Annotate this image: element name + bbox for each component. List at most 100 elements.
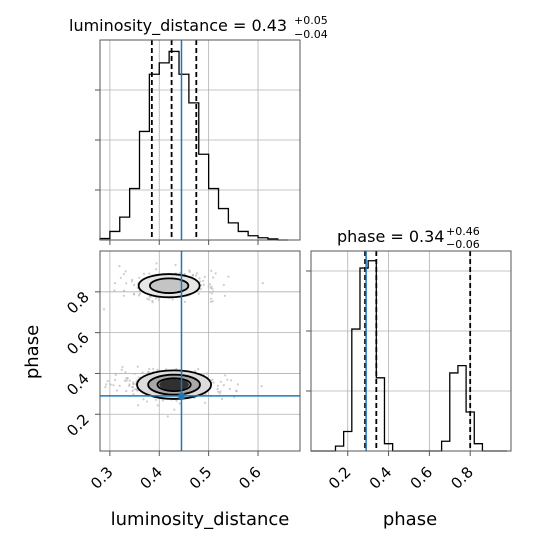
sample-point [123,379,127,382]
sample-point [156,404,159,407]
sample-point [148,298,151,301]
density-layer [102,262,264,418]
sample-point [210,269,213,272]
sample-point [216,387,219,391]
histogram-steps [311,260,507,452]
sample-point [224,374,227,377]
sample-point [236,383,239,386]
sample-point [211,378,214,381]
sample-point [199,287,202,291]
sample-point [137,294,141,297]
sample-point [210,297,213,300]
sample-point [132,292,135,295]
luminosity-distance-histogram [95,39,301,245]
sample-point [112,384,115,387]
title-phase-minus: −0.06 [446,238,480,251]
sample-point [217,390,220,393]
sample-point [152,367,155,370]
sample-point [123,289,126,292]
sample-point [183,300,186,303]
sample-point [132,382,135,386]
sample-point [219,380,222,383]
sample-point [228,387,231,391]
sample-point [148,272,151,275]
sample-point [226,378,229,381]
sample-point [154,268,158,271]
sample-point [135,388,138,391]
sample-point [128,384,131,387]
sample-point [119,276,122,279]
sample-point [223,294,226,297]
sample-point [195,272,199,275]
sample-point [188,270,191,273]
x-tick-label-3: 0.6 [235,463,265,493]
sample-point [125,282,128,285]
sample-point [197,292,200,295]
sample-point [194,369,197,373]
sample-point [151,299,154,303]
sample-point [166,415,169,418]
density-fill-upper-inner [149,278,189,294]
sample-point [142,272,146,275]
sample-point [109,383,112,386]
sample-point [145,400,149,403]
sample-point [133,283,136,287]
contour-lower-inner [156,377,192,393]
sample-point [194,274,198,277]
sample-point [220,397,224,400]
x-axis-label-phase: phase [383,509,437,530]
sample-point [202,283,205,286]
sample-point [171,298,174,301]
contour-upper-inner [148,277,190,294]
sample-point [149,295,152,298]
title-phase: phase = 0.34 [337,227,444,246]
sample-point [142,398,145,401]
sample-point [161,399,164,402]
sample-point [125,379,128,382]
y-tick-label-0: 0.2 [63,410,93,440]
title-luminosity-distance-minus: −0.04 [294,28,328,41]
phase-histogram: 0.2 0.4 0.6 0.8 [306,250,512,493]
sample-point [122,273,125,276]
sample-point [104,385,107,389]
sample-point [118,384,121,387]
density-fill-lower-core [159,378,189,391]
sample-point [175,367,178,370]
sample-point [141,371,144,374]
joint-density-panel: 0.3 0.4 0.5 0.6 0.2 0.4 0.6 0.8 [63,250,301,493]
sample-point [114,373,117,376]
sample-point [208,291,211,294]
sample-point [136,365,139,368]
sample-point [113,289,116,292]
contour-upper-outer [137,273,201,299]
contour-lower-outer [136,369,213,400]
sample-point [113,282,116,285]
y-axis-label-phase: phase [22,325,43,379]
sample-point [148,367,151,371]
sample-point [199,280,202,283]
sample-point [202,279,205,282]
sample-point [120,368,123,371]
sample-point [115,389,118,392]
sample-point [156,368,159,371]
x-axis-label-luminosity-distance: luminosity_distance [111,509,290,530]
sample-point [154,398,157,401]
sample-point [105,383,108,386]
sample-point [211,287,214,290]
x-tick-label-2: 0.6 [407,463,437,493]
x-tick-label-0: 0.3 [87,463,117,493]
panel-frame [99,250,301,452]
x-tick-label-2: 0.5 [186,463,216,493]
sample-point [131,389,134,392]
x-tick-label-0: 0.2 [325,463,355,493]
contour-lower-mid [147,373,201,396]
sample-point [210,292,213,295]
sample-point [197,368,200,371]
title-luminosity-distance-plus: +0.05 [294,14,328,27]
sample-point [122,294,125,297]
sample-point [233,396,236,399]
sample-point [198,277,201,280]
sample-point [174,263,177,267]
sample-point [183,272,186,276]
